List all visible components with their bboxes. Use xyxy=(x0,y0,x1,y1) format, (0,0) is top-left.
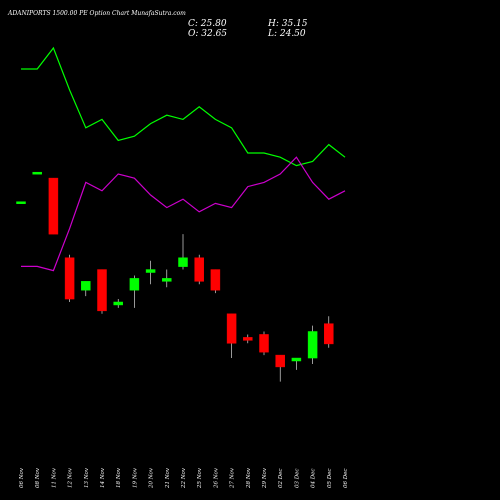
x-tick-label: 11 Nov xyxy=(51,467,57,488)
candle-body xyxy=(81,281,91,291)
candle-body xyxy=(307,331,318,359)
x-tick-label: 19 Nov xyxy=(132,467,138,488)
candle-body xyxy=(259,334,269,353)
x-tick-label: 29 Nov xyxy=(262,467,268,489)
low-value: L: 24.50 xyxy=(268,29,306,39)
candle-body xyxy=(32,171,42,175)
candle-body xyxy=(113,301,123,306)
x-tick-label: 22 Nov xyxy=(181,467,187,489)
x-tick-label: 08 Nov xyxy=(35,467,41,488)
candle-body xyxy=(97,269,107,312)
x-tick-label: 05 Dec xyxy=(327,469,333,489)
candle-body xyxy=(291,357,302,362)
x-tick-label: 18 Nov xyxy=(116,467,122,488)
candle-body xyxy=(48,177,59,235)
x-tick-label: 21 Nov xyxy=(165,467,171,489)
x-tick-label: 20 Nov xyxy=(149,467,155,489)
candle-body xyxy=(324,323,334,345)
x-tick-label: 06 Nov xyxy=(19,467,25,488)
x-tick-label: 25 Nov xyxy=(197,467,203,489)
x-tick-label: 03 Dec xyxy=(294,469,300,489)
candle-body xyxy=(210,269,221,291)
x-tick-label: 14 Nov xyxy=(100,467,106,488)
candle-body xyxy=(162,278,172,282)
close-value: C: 25.80 xyxy=(188,19,227,29)
upper-band-line xyxy=(21,46,346,167)
x-tick-label: 12 Nov xyxy=(68,467,74,488)
high-value: H: 35.15 xyxy=(268,19,308,29)
candle-body xyxy=(243,337,253,341)
candle-body xyxy=(145,269,156,273)
candle-body xyxy=(16,201,26,204)
candle-body xyxy=(129,278,140,291)
x-tick-label: 28 Nov xyxy=(246,467,252,489)
x-tick-label: 13 Nov xyxy=(84,467,90,488)
chart-title: ADANIPORTS 1500.00 PE Option Chart Munaf… xyxy=(8,10,186,17)
candle-body xyxy=(275,354,285,368)
lower-band-line xyxy=(21,156,346,272)
x-tick-label: 26 Nov xyxy=(213,467,219,489)
candle-body xyxy=(226,313,237,344)
open-value: O: 32.65 xyxy=(188,29,228,39)
x-tick-label: 02 Dec xyxy=(278,469,284,489)
candle-body xyxy=(64,257,75,300)
x-tick-label: 04 Dec xyxy=(311,469,317,489)
candle-body xyxy=(178,257,188,267)
candle-body xyxy=(194,257,204,282)
x-tick-label: 06 Dec xyxy=(343,469,349,489)
x-tick-label: 27 Nov xyxy=(230,467,236,489)
